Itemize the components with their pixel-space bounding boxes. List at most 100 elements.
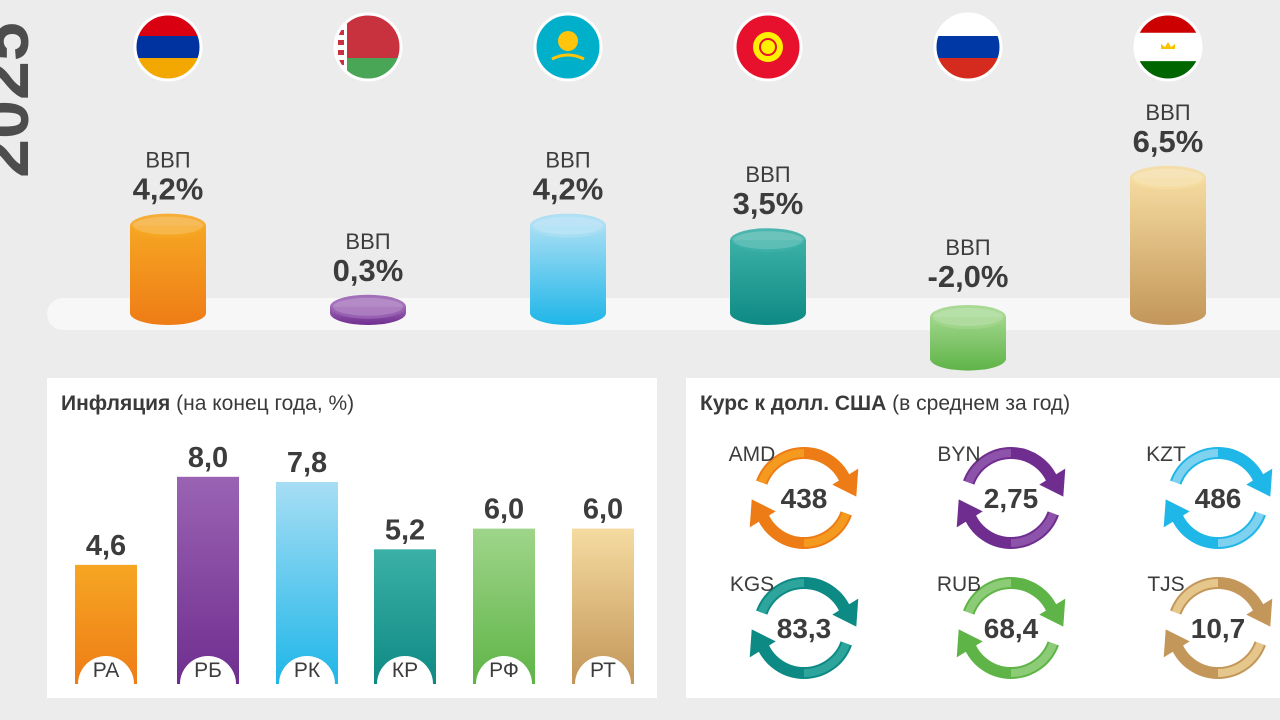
inflation-subtitle: (на конец года, %) (176, 392, 355, 415)
rate-value: 486 (1195, 483, 1242, 514)
gdp-baseline (47, 298, 1280, 330)
currency-code: TJS (1147, 573, 1184, 596)
rate-value: 68,4 (984, 613, 1039, 644)
gdp-value-label: 4,2% (133, 172, 204, 207)
gdp-cylinder-top (530, 213, 606, 238)
gdp-bar-РА (130, 213, 206, 325)
gdp-cylinder-highlight (733, 231, 803, 250)
inflation-value-label: 4,6 (86, 530, 126, 562)
inflation-bar-base (476, 656, 532, 684)
inflation-category-label: РФ (489, 659, 519, 682)
currency-code: KGS (730, 573, 774, 596)
gdp-cylinder-top (730, 228, 806, 253)
inflation-bar-РК (276, 481, 338, 684)
inflation-bar-base (180, 656, 236, 684)
kazakhstan-flag-icon (535, 14, 601, 80)
arrow-head-icon (1039, 468, 1066, 497)
arrow-head-icon (1163, 499, 1190, 528)
rates-subtitle: (в среднем за год) (892, 392, 1071, 415)
rate-item-KGS (749, 577, 859, 679)
inflation-bar-base (575, 656, 631, 684)
inflation-value-label: 5,2 (385, 514, 425, 546)
inflation-value-label: 8,0 (188, 442, 228, 474)
inflation-category-label: РБ (194, 659, 222, 682)
rate-value: 2,75 (984, 483, 1039, 514)
gdp-label: ВВП (345, 229, 390, 254)
rates-title-main: Курс к долл. США (700, 392, 887, 415)
rate-value: 438 (781, 483, 828, 514)
inflation-value-label: 6,0 (583, 494, 623, 526)
arrow-head-icon (1246, 598, 1273, 627)
rate-item-BYN (956, 447, 1066, 549)
gdp-cylinder-highlight (133, 216, 203, 235)
gdp-bar-РТ (1130, 165, 1206, 325)
arrow-head-icon (749, 499, 776, 528)
inflation-bar-base (279, 656, 335, 684)
gdp-cylinder-highlight (333, 297, 403, 316)
gdp-bar-РК (530, 213, 606, 325)
inflation-chart: 4,6 РА 8,0 РБ 7,8 РК 5,2 КР 6,0 РФ 6,0 РТ (75, 442, 634, 684)
gdp-value-label: -2,0% (928, 259, 1009, 294)
gdp-value-label: 0,3% (333, 253, 404, 288)
inflation-title-main: Инфляция (61, 392, 171, 415)
gdp-cylinder-top (1130, 165, 1206, 190)
inflation-title: Инфляция (на конец года, %) (61, 392, 354, 416)
gdp-value-label: 3,5% (733, 186, 804, 221)
arrow-head-icon (1246, 468, 1273, 497)
gdp-cylinder-top (330, 294, 406, 319)
rates-title: Курс к долл. США (в среднем за год) (700, 392, 1070, 416)
currency-code: AMD (729, 443, 776, 466)
rate-item-RUB (956, 577, 1066, 679)
arrow-head-icon (956, 629, 983, 658)
gdp-cylinder-body (930, 317, 1006, 371)
inflation-bar-РБ (177, 476, 239, 684)
gdp-value-label: 6,5% (1133, 124, 1204, 159)
arrow-head-icon (1039, 598, 1066, 627)
inflation-category-label: РК (294, 659, 321, 682)
gdp-cylinder-body (130, 225, 206, 325)
inflation-panel: 4,6 РА 8,0 РБ 7,8 РК 5,2 КР 6,0 РФ 6,0 РТ Инфляция … (47, 378, 657, 698)
gdp-cylinder-body (730, 240, 806, 325)
inflation-value-label: 7,8 (287, 447, 327, 479)
gdp-cylinder-highlight (533, 216, 603, 235)
gdp-cylinder-highlight (933, 308, 1003, 326)
inflation-value-label: 6,0 (484, 494, 524, 526)
currency-code: KZT (1146, 443, 1186, 466)
rate-value: 83,3 (777, 613, 832, 644)
gdp-label: ВВП (745, 162, 790, 187)
arrow-head-icon (832, 598, 859, 627)
gdp-label: ВВП (1145, 100, 1190, 125)
arrow-head-icon (1163, 629, 1190, 658)
gdp-cylinder-top (930, 305, 1006, 329)
gdp-value-label: 4,2% (533, 172, 604, 207)
gdp-bar-КР (730, 228, 806, 325)
gdp-bar-РФ (930, 305, 1006, 371)
year-label: 2025 (0, 22, 43, 178)
inflation-bar-base (377, 656, 433, 684)
gdp-label: ВВП (145, 148, 190, 173)
currency-code: RUB (937, 573, 981, 596)
rate-item-KZT (1163, 447, 1273, 549)
arrow-head-icon (832, 468, 859, 497)
arrow-head-icon (749, 629, 776, 658)
gdp-cylinder-body (530, 225, 606, 325)
arrow-head-icon (956, 499, 983, 528)
inflation-category-label: КР (392, 659, 418, 682)
rate-item-TJS (1163, 577, 1273, 679)
exchange-rates-panel: 438 AMD 2,75 BYN 486 KZT 83,3 KGS 68,4 RUB 10,7 TJS… (686, 378, 1280, 698)
rate-value: 10,7 (1191, 613, 1246, 644)
rate-item-AMD (749, 447, 859, 549)
inflation-bar-base (78, 656, 134, 684)
gdp-label: ВВП (945, 235, 990, 260)
gdp-bar-РБ (330, 294, 406, 325)
gdp-cylinder-top (130, 213, 206, 238)
currency-code: BYN (937, 443, 980, 466)
inflation-category-label: РТ (590, 659, 616, 682)
gdp-cylinder-body (1130, 177, 1206, 325)
gdp-cylinder-highlight (1133, 168, 1203, 187)
gdp-label: ВВП (545, 148, 590, 173)
inflation-category-label: РА (93, 659, 120, 682)
kyrgyzstan-flag-icon (735, 14, 801, 80)
